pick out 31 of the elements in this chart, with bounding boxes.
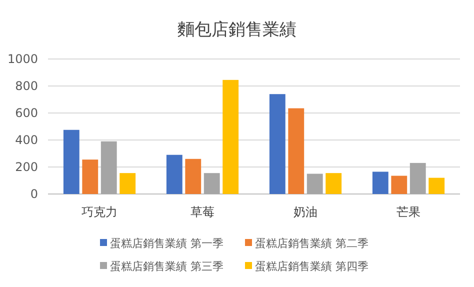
bar bbox=[326, 173, 342, 194]
y-tick-label: 800 bbox=[15, 79, 38, 94]
legend-label: 蛋糕店銷售業績 第三季 bbox=[110, 260, 224, 273]
y-tick-label: 1000 bbox=[7, 52, 38, 66]
bar bbox=[428, 178, 445, 194]
bar bbox=[269, 94, 286, 194]
bar bbox=[185, 158, 202, 194]
legend-label: 蛋糕店銷售業績 第二季 bbox=[255, 236, 368, 250]
bar bbox=[410, 162, 426, 194]
x-tick-label: 巧克力 bbox=[82, 205, 118, 219]
bar bbox=[82, 160, 98, 194]
x-tick-label: 草莓 bbox=[190, 205, 214, 219]
chart-title: 麵包店銷售業績 bbox=[178, 20, 296, 40]
y-tick-label: 600 bbox=[15, 106, 38, 120]
legend-label: 蛋糕店銷售業績 第四季 bbox=[255, 260, 368, 273]
bar bbox=[391, 176, 408, 194]
y-tick-label: 200 bbox=[15, 160, 38, 174]
bar bbox=[100, 141, 117, 194]
bar bbox=[222, 80, 239, 194]
y-tick-label: 400 bbox=[15, 133, 38, 148]
bar bbox=[63, 130, 80, 194]
bar bbox=[166, 154, 182, 194]
bar bbox=[288, 108, 304, 194]
x-tick-label: 奶油 bbox=[294, 205, 318, 219]
bar bbox=[204, 173, 220, 194]
legend-label: 蛋糕店銷售業績 第一季 bbox=[110, 236, 224, 250]
bar bbox=[120, 173, 136, 194]
bar bbox=[372, 172, 388, 194]
y-tick-label: 0 bbox=[30, 187, 38, 202]
x-tick-label: 芒果 bbox=[396, 205, 420, 219]
bar bbox=[306, 174, 323, 194]
